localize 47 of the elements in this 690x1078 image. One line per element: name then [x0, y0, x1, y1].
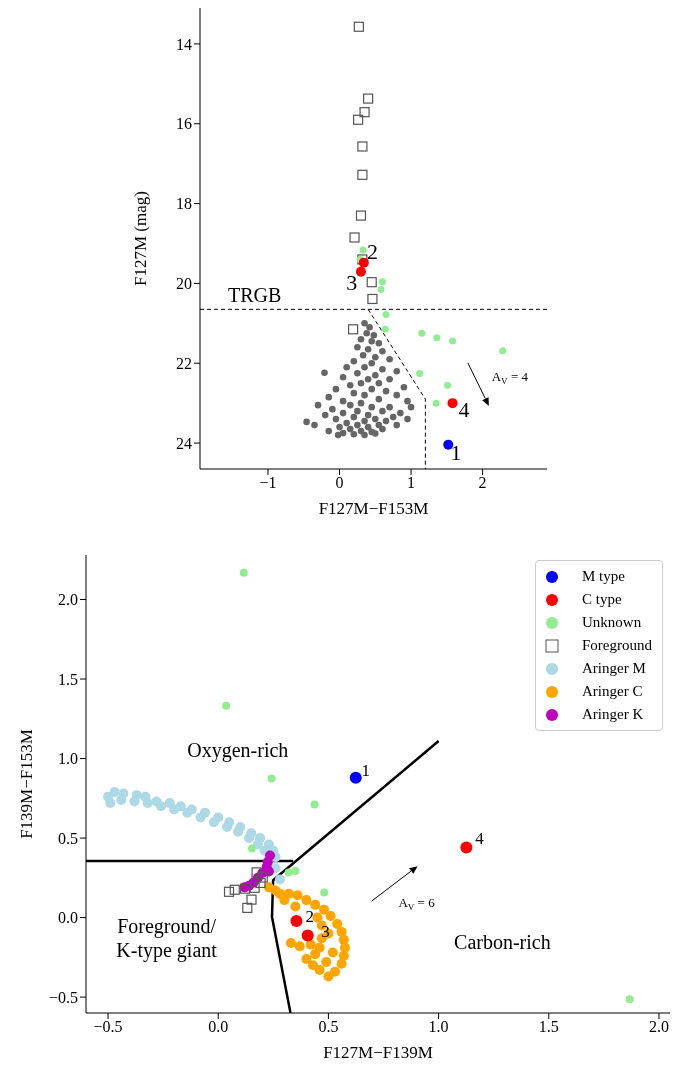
y-tick-label: 24 [176, 434, 192, 452]
legend-label: Foreground [582, 637, 652, 654]
annotation: 3 [346, 269, 358, 295]
y-tick-label: 16 [176, 115, 192, 133]
y-tick-label: 22 [176, 354, 192, 372]
y-tick-label: 14 [176, 35, 192, 53]
x-tick-label: −0.5 [93, 1018, 123, 1036]
y-tick-label: 1.5 [58, 670, 78, 688]
x-tick-label: 0.5 [318, 1018, 339, 1036]
x-tick-label: 0.0 [208, 1018, 229, 1036]
y-tick-label: 0.5 [58, 829, 78, 847]
x-tick-label: 0 [335, 474, 344, 492]
legend-label: Aringer M [582, 660, 646, 677]
x-axis-title: F127M−F139M [323, 1043, 433, 1062]
y-tick-label: 1.0 [58, 750, 78, 768]
y-axis-title: F127M (mag) [131, 191, 151, 286]
annotation: Carbon-rich [454, 930, 551, 953]
x-tick-label: 1 [407, 474, 416, 492]
annotation: 4 [475, 828, 485, 848]
y-tick-label: −0.5 [48, 988, 78, 1006]
x-tick-label: 1.5 [538, 1018, 559, 1036]
x-tick-label: 2 [478, 474, 487, 492]
annotation: 1 [361, 760, 370, 780]
annotation: A$_{V}$ = 6 [398, 894, 436, 913]
x-tick-label: 1.0 [428, 1018, 449, 1036]
annotation: 4 [458, 396, 470, 422]
annotation: 2 [305, 906, 314, 926]
legend-label: Aringer K [582, 706, 644, 723]
y-tick-label: 2.0 [58, 591, 78, 609]
annotation: Foreground/ K-type giant [116, 915, 218, 963]
annotation: Oxygen-rich [187, 739, 289, 763]
x-axis-title: F127M−F153M [318, 499, 429, 518]
x-tick-label: 2.0 [648, 1018, 669, 1036]
annotation: A$_{V}$ = 4 [491, 368, 529, 386]
ref-line-label: TRGB [228, 284, 282, 307]
y-axis-title: F139M−F153M [17, 729, 37, 839]
legend-label: Unknown [582, 614, 642, 631]
x-tick-label: −1 [259, 474, 277, 492]
y-tick-label: 18 [176, 195, 192, 213]
legend-label: M type [582, 568, 625, 585]
y-tick-label: 20 [176, 275, 192, 293]
y-tick-label: 0.0 [58, 909, 78, 927]
legend-label: Aringer C [582, 683, 643, 700]
annotation: 3 [321, 921, 330, 941]
legend-label: C type [582, 591, 622, 608]
annotation: 1 [450, 439, 462, 465]
annotation: 2 [366, 238, 378, 264]
